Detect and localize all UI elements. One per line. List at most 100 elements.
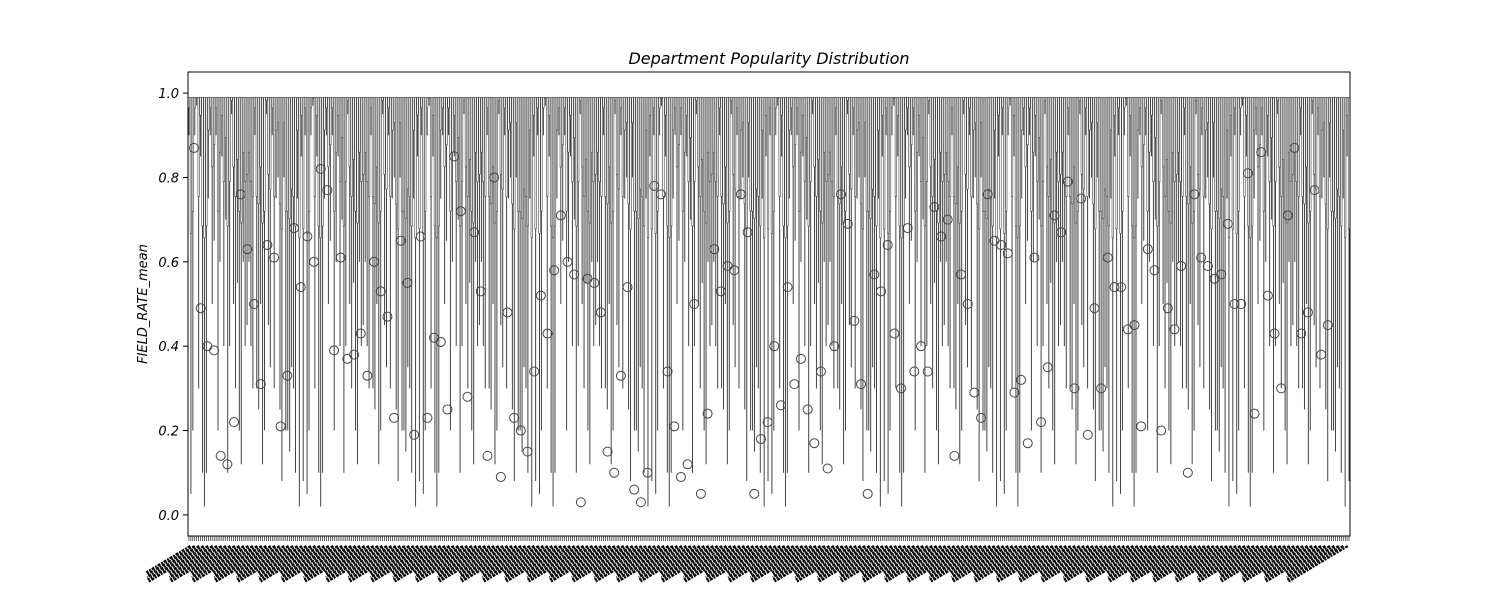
outlier-point	[415, 231, 426, 242]
box	[1127, 97, 1130, 197]
box	[1305, 97, 1308, 168]
x-tick-label	[973, 545, 1032, 581]
box	[1183, 97, 1186, 109]
box	[613, 97, 617, 101]
box	[850, 97, 853, 190]
box	[1084, 97, 1087, 109]
box	[943, 97, 946, 175]
box	[460, 97, 464, 182]
box	[906, 97, 909, 109]
box	[1009, 97, 1012, 99]
box	[747, 97, 750, 123]
box	[869, 97, 872, 219]
box	[859, 97, 863, 205]
box	[842, 97, 845, 224]
box	[286, 97, 289, 212]
x-tick-label	[324, 545, 370, 574]
box	[383, 97, 386, 175]
box	[1274, 97, 1277, 182]
box	[412, 97, 415, 131]
x-tick-label	[817, 545, 875, 581]
box	[952, 97, 956, 197]
box	[1034, 97, 1037, 116]
x-tick-label	[480, 545, 526, 574]
x-tick-label	[795, 545, 853, 581]
outlier-point	[375, 286, 386, 297]
box	[1125, 97, 1128, 99]
outlier-point	[695, 488, 706, 499]
x-tick-label	[884, 545, 938, 579]
x-tick-label	[1040, 545, 1099, 581]
box	[666, 97, 669, 227]
outlier-point	[1142, 244, 1153, 255]
box	[542, 97, 545, 109]
outlier-point	[475, 286, 486, 297]
x-tick-label	[839, 545, 893, 579]
box	[1113, 97, 1116, 116]
box	[1067, 97, 1070, 109]
outlier-point	[815, 366, 826, 377]
outlier-point	[422, 412, 433, 423]
box	[236, 97, 239, 160]
x-tick-label	[1264, 545, 1322, 581]
box	[447, 97, 450, 109]
x-tick-label	[169, 545, 227, 581]
box	[1053, 97, 1056, 224]
box	[581, 97, 584, 168]
x-tick-label	[1106, 545, 1152, 574]
outlier-point	[942, 214, 953, 225]
x-tick-label	[795, 545, 857, 583]
x-tick-label	[659, 545, 705, 574]
box	[1024, 97, 1027, 168]
x-tick-label	[1174, 545, 1228, 579]
box	[205, 97, 208, 227]
box	[1098, 97, 1101, 212]
x-tick-label	[414, 545, 468, 579]
x-tick-label	[1107, 545, 1157, 576]
box	[296, 97, 299, 131]
x-tick-label	[951, 545, 1009, 581]
box	[302, 97, 305, 230]
outlier-point	[909, 366, 920, 377]
x-tick-label	[727, 545, 777, 576]
x-tick-label	[1287, 545, 1349, 583]
x-tick-label	[504, 545, 558, 579]
box	[445, 97, 448, 146]
box	[565, 97, 568, 212]
outlier-point	[1062, 176, 1073, 187]
x-tick-label	[503, 545, 549, 574]
box	[522, 97, 526, 190]
outlier-point	[609, 467, 620, 478]
box	[722, 97, 725, 205]
box	[968, 97, 971, 109]
box	[482, 97, 485, 182]
box	[931, 97, 934, 197]
x-tick-label	[527, 545, 589, 583]
box	[278, 97, 282, 205]
x-tick-label	[972, 545, 1018, 574]
outlier-point	[749, 488, 760, 499]
box	[925, 97, 928, 182]
y-tick-label: 0.8	[158, 171, 179, 186]
box	[230, 97, 233, 101]
outlier-point	[642, 467, 653, 478]
box	[1200, 97, 1203, 109]
box	[431, 97, 435, 116]
x-tick-label	[257, 545, 303, 574]
x-tick-label	[1264, 545, 1326, 583]
box	[534, 97, 537, 230]
box	[1080, 97, 1083, 175]
box	[799, 97, 803, 153]
box	[1198, 97, 1201, 190]
box	[385, 97, 388, 190]
box	[1284, 97, 1287, 212]
box	[486, 97, 489, 109]
box	[1311, 97, 1314, 101]
box	[538, 97, 541, 234]
box	[844, 97, 847, 212]
outlier-point	[782, 282, 793, 293]
box	[1086, 97, 1089, 197]
box	[457, 97, 460, 138]
x-tick-label	[503, 545, 553, 576]
x-tick-label	[1018, 545, 1072, 579]
